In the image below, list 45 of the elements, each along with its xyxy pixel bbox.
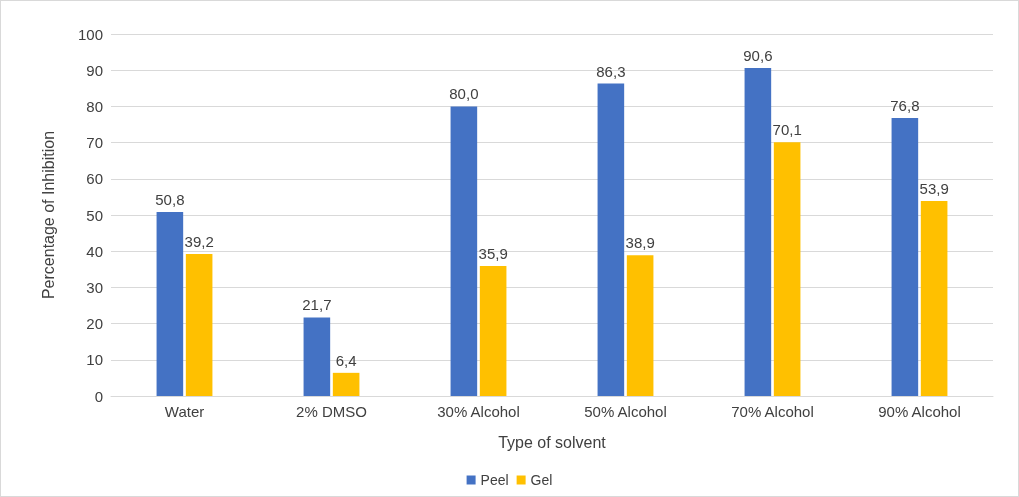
data-label: 50,8 xyxy=(155,191,185,209)
y-tick-label: 30 xyxy=(86,278,103,296)
data-label: 38,9 xyxy=(625,234,655,252)
bar xyxy=(597,83,625,396)
y-tick-label: 0 xyxy=(94,387,103,405)
data-label: 39,2 xyxy=(184,233,214,251)
bar xyxy=(891,117,919,396)
x-tick-label: 2% DMSO xyxy=(296,403,367,420)
y-tick-label: 70 xyxy=(86,134,103,152)
x-tick-label: 70% Alcohol xyxy=(731,403,814,420)
x-axis-title: Type of solvent xyxy=(498,433,607,451)
legend-label: Peel xyxy=(480,472,509,488)
bar xyxy=(479,266,507,396)
data-label: 35,9 xyxy=(478,245,508,263)
y-tick-label: 80 xyxy=(86,97,103,115)
bar xyxy=(450,106,478,396)
data-label: 53,9 xyxy=(919,179,949,197)
y-axis-title: Percentage of Inhibition xyxy=(39,130,57,300)
bar xyxy=(773,142,801,396)
bar xyxy=(626,255,654,396)
data-label: 76,8 xyxy=(890,96,920,114)
x-tick-label: 90% Alcohol xyxy=(878,403,961,420)
data-label: 70,1 xyxy=(772,121,802,139)
data-label: 80,0 xyxy=(449,85,479,103)
bar xyxy=(303,317,331,396)
legend-label: Gel xyxy=(530,472,553,488)
x-tick-label: Water xyxy=(164,403,205,420)
y-tick-label: 60 xyxy=(86,170,103,188)
y-tick-label: 90 xyxy=(86,61,103,79)
bar xyxy=(156,212,184,396)
data-label: 6,4 xyxy=(335,351,357,369)
y-tick-label: 40 xyxy=(86,242,103,260)
y-tick-label: 100 xyxy=(77,25,103,43)
data-label: 90,6 xyxy=(743,47,773,65)
bar xyxy=(332,372,360,396)
bar xyxy=(920,200,948,396)
bar xyxy=(185,254,213,396)
x-tick-label: 30% Alcohol xyxy=(437,403,520,420)
bar xyxy=(744,68,772,396)
y-tick-label: 10 xyxy=(86,351,103,369)
data-label: 86,3 xyxy=(596,62,626,80)
y-tick-label: 20 xyxy=(86,315,103,333)
data-label: 21,7 xyxy=(302,296,332,314)
y-tick-label: 50 xyxy=(86,206,103,224)
x-tick-label: 50% Alcohol xyxy=(584,403,667,420)
